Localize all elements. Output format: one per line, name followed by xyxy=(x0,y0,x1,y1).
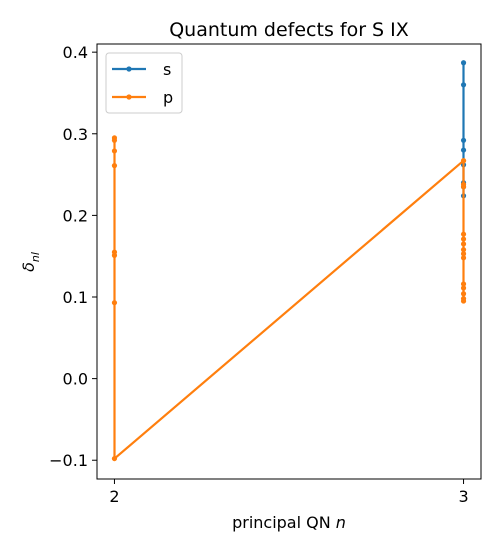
y-tick-label: −0.1 xyxy=(49,451,88,470)
legend-label-p: p xyxy=(163,88,173,107)
y-tick-label: 0.1 xyxy=(63,288,88,307)
data-point-s xyxy=(460,137,467,143)
series-line-p xyxy=(113,137,465,460)
x-axis-label: principal QN n xyxy=(232,513,346,532)
data-point-p xyxy=(460,285,467,291)
data-point-p xyxy=(111,252,118,258)
data-point-p xyxy=(111,455,118,462)
data-point-p xyxy=(460,298,467,304)
y-tick-label: 0.0 xyxy=(63,370,88,389)
data-point-p xyxy=(460,247,467,253)
chart-title: Quantum defects for S IX xyxy=(169,19,409,41)
legend-label-s: s xyxy=(163,60,171,79)
data-point-s xyxy=(460,82,467,88)
data-point-s xyxy=(460,147,467,153)
y-tick-label: 0.4 xyxy=(63,43,88,62)
legend-marker-s xyxy=(126,66,132,72)
plot-area xyxy=(111,60,467,462)
data-point-p xyxy=(111,163,118,169)
y-tick-label: 0.3 xyxy=(63,125,88,144)
data-point-p xyxy=(460,281,467,287)
data-point-p xyxy=(460,251,467,257)
data-point-p xyxy=(460,236,467,242)
data-point-p xyxy=(111,137,118,143)
x-tick-label: 3 xyxy=(458,487,468,506)
data-point-p xyxy=(111,148,118,154)
y-axis-label: δnl xyxy=(19,252,42,272)
legend-marker-p xyxy=(126,94,132,100)
data-point-p xyxy=(460,255,467,261)
data-point-p xyxy=(460,158,467,164)
legend: sp xyxy=(105,52,183,114)
y-tick-label: 0.2 xyxy=(63,206,88,225)
data-point-p xyxy=(460,231,467,237)
x-tick-label: 2 xyxy=(109,487,119,506)
data-point-p xyxy=(460,184,467,190)
data-point-p xyxy=(460,241,467,247)
plot-frame xyxy=(96,43,482,480)
data-point-p xyxy=(460,291,467,297)
data-point-p xyxy=(111,300,118,306)
y-axis: −0.1 0.0 0.1 0.2 0.3 0.4 xyxy=(49,43,97,470)
data-point-s xyxy=(460,60,467,66)
